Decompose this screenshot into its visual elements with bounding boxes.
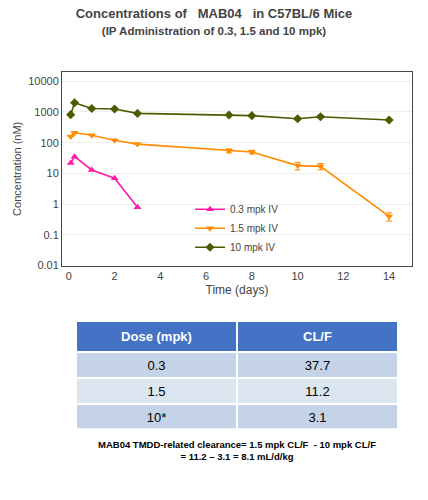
svg-text:0.1: 0.1 xyxy=(44,229,59,241)
svg-text:1: 1 xyxy=(53,198,59,210)
svg-text:10*: 10* xyxy=(147,410,167,425)
svg-text:MAB04 TMDD-related clearance=: MAB04 TMDD-related clearance= 1.5 mpk CL… xyxy=(98,439,376,462)
svg-text:10: 10 xyxy=(47,167,59,179)
svg-text:0.3: 0.3 xyxy=(147,358,165,373)
svg-text:1000: 1000 xyxy=(34,106,58,118)
svg-text:0.01: 0.01 xyxy=(37,259,58,271)
svg-text:10: 10 xyxy=(291,270,303,282)
svg-text:1.5 mpk IV: 1.5 mpk IV xyxy=(230,223,278,234)
svg-text:100: 100 xyxy=(40,137,58,149)
svg-text:Dose (mpk): Dose (mpk) xyxy=(121,329,192,344)
svg-text:4: 4 xyxy=(157,270,163,282)
svg-text:14: 14 xyxy=(383,270,395,282)
svg-text:3.1: 3.1 xyxy=(308,410,326,425)
svg-text:11.2: 11.2 xyxy=(305,384,329,399)
svg-text:CL/F: CL/F xyxy=(303,329,332,344)
svg-text:10 mpk IV: 10 mpk IV xyxy=(230,242,275,253)
svg-text:1.5: 1.5 xyxy=(147,384,165,399)
svg-text:12: 12 xyxy=(337,270,349,282)
svg-text:Concentrations of MAB04 in: Concentrations of MAB04 in C57BL/6 Mice(… xyxy=(76,6,353,37)
svg-text:Concentration (nM): Concentration (nM) xyxy=(11,122,23,216)
svg-text:8: 8 xyxy=(249,270,255,282)
svg-text:6: 6 xyxy=(203,270,209,282)
svg-text:0: 0 xyxy=(66,270,72,282)
svg-text:0.3 mpk IV: 0.3 mpk IV xyxy=(230,204,278,215)
svg-text:10000: 10000 xyxy=(28,75,59,87)
svg-text:37.7: 37.7 xyxy=(305,358,330,373)
svg-text:Time (days): Time (days) xyxy=(206,283,269,297)
svg-text:2: 2 xyxy=(112,270,118,282)
